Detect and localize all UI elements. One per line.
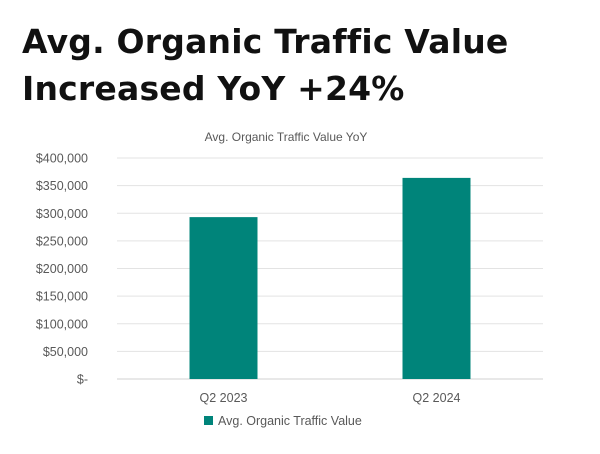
bars: [189, 177, 471, 379]
x-tick-label: Q2 2024: [413, 391, 461, 405]
y-tick-label: $200,000: [36, 262, 88, 276]
y-tick-label: $350,000: [36, 179, 88, 193]
y-tick-label: $250,000: [36, 234, 88, 248]
x-tick-label: Q2 2023: [200, 391, 248, 405]
chart-title: Avg. Organic Traffic Value YoY: [205, 130, 368, 144]
y-tick-label: $50,000: [43, 345, 88, 359]
headline-line-2: Increased YoY +24%: [22, 69, 405, 108]
y-tick-label: $150,000: [36, 290, 88, 304]
legend-swatch: [204, 416, 213, 425]
gridlines: [117, 157, 543, 380]
headline-line-1: Avg. Organic Traffic Value: [22, 22, 509, 61]
bar-q2-2024: [402, 177, 471, 379]
x-axis-tick-labels: Q2 2023 Q2 2024: [200, 391, 461, 405]
bar-q2-2023: [189, 217, 258, 379]
y-tick-label: $300,000: [36, 207, 88, 221]
y-tick-label: $400,000: [36, 152, 88, 166]
headline: Avg. Organic Traffic Value Increased YoY…: [22, 18, 582, 112]
legend: Avg. Organic Traffic Value: [204, 414, 362, 428]
y-tick-label: $-: [77, 373, 88, 387]
y-axis-tick-labels: $- $50,000 $100,000 $150,000 $200,000 $250,00…: [36, 152, 88, 387]
legend-label: Avg. Organic Traffic Value: [218, 414, 362, 428]
y-tick-label: $100,000: [36, 317, 88, 331]
